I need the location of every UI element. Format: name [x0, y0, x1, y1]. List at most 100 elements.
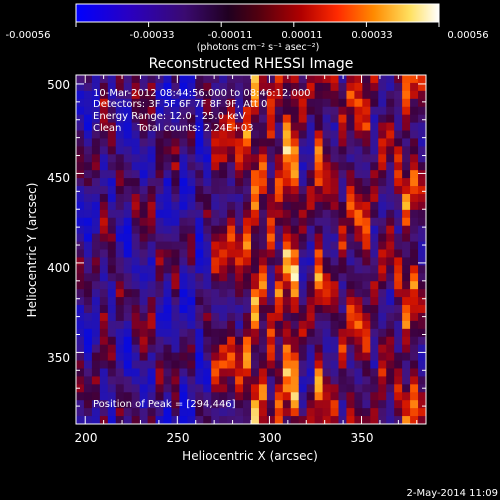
image-pixel: [410, 336, 419, 346]
image-pixel: [314, 130, 324, 140]
image-pixel: [243, 170, 252, 179]
image-pixel: [123, 241, 133, 251]
image-pixel: [394, 305, 403, 314]
image-pixel: [179, 376, 188, 385]
image-pixel: [107, 305, 117, 314]
image-pixel: [107, 98, 117, 108]
image-pixel: [99, 122, 109, 132]
image-pixel: [290, 209, 300, 219]
image-pixel: [306, 146, 316, 155]
image-pixel: [211, 186, 220, 195]
image-pixel: [314, 233, 324, 243]
image-pixel: [211, 360, 220, 370]
image-pixel: [99, 281, 109, 290]
image-pixel: [195, 376, 204, 385]
image-pixel: [266, 360, 276, 370]
image-pixel: [227, 408, 236, 417]
image-pixel: [211, 265, 220, 274]
image-pixel: [219, 209, 228, 219]
image-pixel: [322, 352, 332, 362]
image-pixel: [298, 106, 308, 116]
image-pixel: [195, 162, 204, 171]
image-pixel: [211, 178, 220, 187]
image-pixel: [314, 106, 324, 116]
image-pixel: [243, 376, 252, 385]
image-pixel: [187, 352, 196, 362]
image-pixel: [163, 305, 173, 314]
image-pixel: [346, 217, 355, 227]
image-pixel: [155, 114, 165, 124]
image-pixel: [195, 178, 204, 187]
image-pixel: [243, 201, 252, 211]
image-pixel: [282, 217, 292, 227]
image-pixel: [370, 416, 379, 424]
image-pixel: [76, 193, 85, 203]
image-pixel: [314, 416, 324, 424]
image-pixel: [123, 217, 133, 227]
image-pixel: [386, 376, 395, 385]
image-pixel: [314, 312, 324, 322]
image-pixel: [107, 122, 117, 132]
image-pixel: [258, 98, 268, 108]
image-pixel: [338, 376, 348, 385]
image-pixel: [314, 241, 324, 251]
image-pixel: [235, 352, 244, 362]
image-pixel: [211, 297, 220, 306]
image-pixel: [418, 289, 426, 298]
image-pixel: [187, 273, 196, 282]
image-pixel: [219, 162, 228, 171]
image-pixel: [171, 281, 180, 290]
image-pixel: [402, 328, 411, 338]
image-pixel: [298, 400, 308, 409]
image-pixel: [346, 233, 355, 243]
image-pixel: [258, 265, 268, 274]
image-pixel: [338, 400, 348, 409]
image-pixel: [147, 336, 157, 346]
image-pixel: [115, 400, 125, 409]
image-pixel: [219, 312, 228, 322]
image-pixel: [195, 336, 204, 346]
image-pixel: [418, 225, 426, 235]
image-pixel: [290, 241, 300, 251]
image-pixel: [298, 312, 308, 322]
image-pixel: [346, 170, 355, 179]
image-pixel: [235, 305, 244, 314]
image-pixel: [322, 233, 332, 243]
image-pixel: [354, 257, 363, 266]
image-pixel: [99, 297, 109, 306]
image-pixel: [211, 122, 220, 132]
image-pixel: [258, 408, 268, 417]
image-pixel: [99, 75, 109, 84]
image-pixel: [274, 193, 284, 203]
image-pixel: [155, 154, 165, 163]
image-pixel: [338, 106, 348, 116]
image-pixel: [322, 217, 332, 227]
image-pixel: [354, 384, 363, 393]
image-pixel: [76, 281, 85, 290]
image-pixel: [402, 90, 411, 100]
image-pixel: [91, 201, 101, 211]
image-pixel: [258, 114, 268, 124]
image-pixel: [123, 130, 133, 140]
image-pixel: [115, 368, 125, 378]
image-pixel: [219, 82, 228, 92]
image-pixel: [386, 289, 395, 298]
image-pixel: [219, 241, 228, 251]
image-pixel: [107, 90, 117, 100]
image-pixel: [211, 130, 220, 140]
image-pixel: [187, 336, 196, 346]
image-pixel: [306, 265, 316, 274]
image-pixel: [171, 408, 180, 417]
image-pixel: [322, 75, 332, 84]
image-pixel: [290, 82, 300, 92]
image-pixel: [243, 162, 252, 171]
image-pixel: [187, 312, 196, 322]
image-pixel: [266, 130, 276, 140]
image-pixel: [83, 82, 93, 92]
image-pixel: [219, 75, 228, 84]
image-pixel: [386, 241, 395, 251]
image-pixel: [171, 154, 180, 163]
image-pixel: [139, 82, 149, 92]
image-pixel: [370, 122, 379, 132]
image-pixel: [362, 368, 371, 378]
